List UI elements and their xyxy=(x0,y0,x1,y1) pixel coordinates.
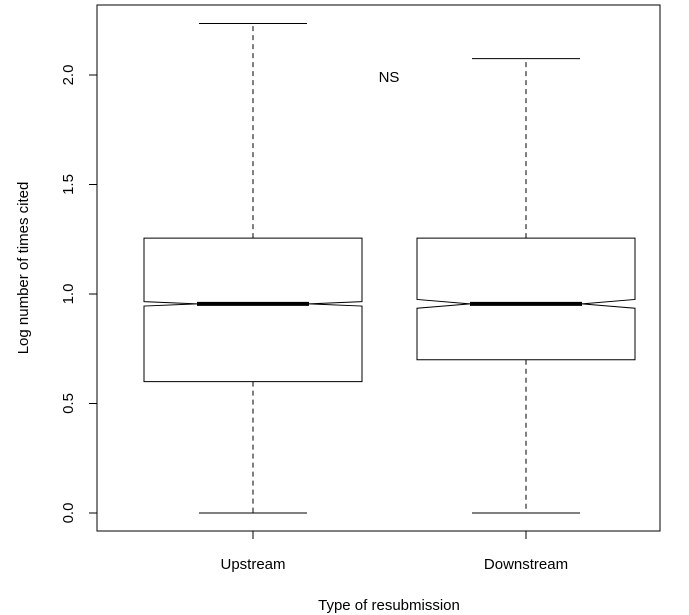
x-tick-label: Upstream xyxy=(220,556,285,573)
y-tick-label: 1.5 xyxy=(60,174,77,195)
y-tick-label: 2.0 xyxy=(60,65,77,86)
plot-frame xyxy=(96,4,661,532)
y-axis: 0.0 0.5 1.0 1.5 2.0 xyxy=(60,65,97,524)
y-tick-label: 0.0 xyxy=(60,503,77,524)
x-axis: Upstream Downstream xyxy=(220,531,568,573)
y-axis-title: Log number of times cited xyxy=(15,182,32,355)
box-downstream xyxy=(416,58,636,514)
box-series xyxy=(143,23,636,514)
box-upstream xyxy=(143,23,363,514)
significance-annotation: NS xyxy=(379,69,400,86)
y-tick-label: 1.0 xyxy=(60,284,77,305)
notched-box xyxy=(143,237,363,383)
y-tick-label: 0.5 xyxy=(60,393,77,414)
x-tick-label: Downstream xyxy=(484,556,568,573)
notched-box xyxy=(416,237,636,361)
x-axis-title: Type of resubmission xyxy=(318,597,460,614)
